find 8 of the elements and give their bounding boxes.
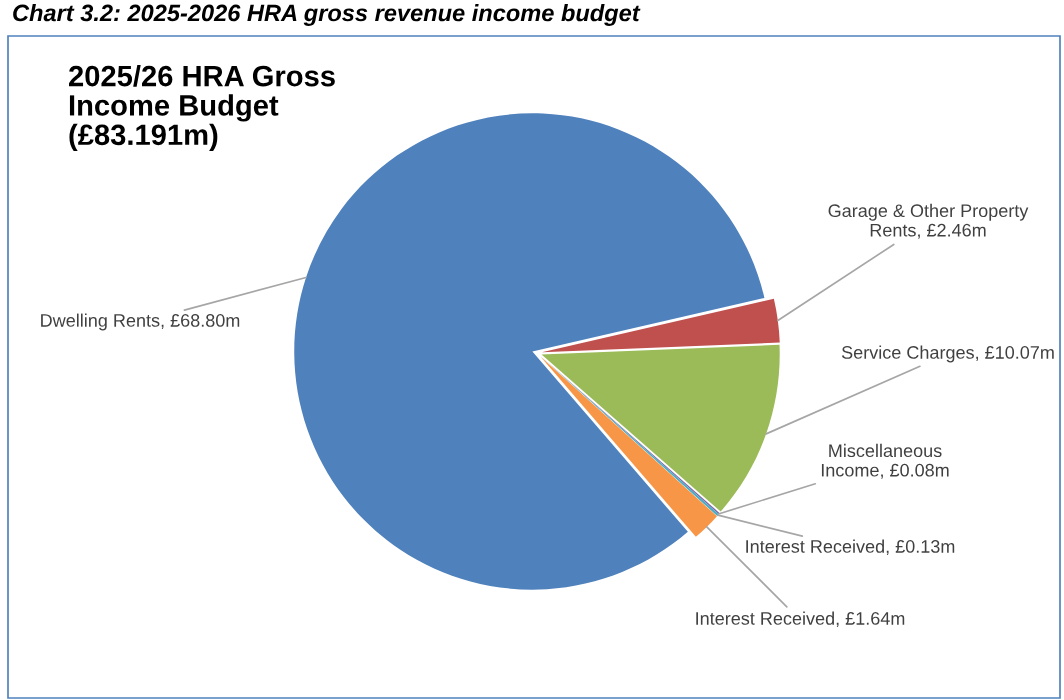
caption: Chart 3.2: 2025-2026 HRA gross revenue income budget [13,4,641,27]
slice-label: Dwelling Rents, £68.80m [41,313,240,331]
chart-title: 2025/26 HRA Gross Income Budget (£83.191m) [69,65,335,151]
slice-label: Miscellaneous Income, £0.08m [821,443,949,479]
slice-label: Interest Received, £1.64m [696,611,905,627]
slice-label: Service Charges, £10.07m [841,345,1054,363]
slice-label: Garage & Other Property Rents, £2.46m [828,203,1029,239]
slice-label: Interest Received, £0.13m [746,539,955,555]
